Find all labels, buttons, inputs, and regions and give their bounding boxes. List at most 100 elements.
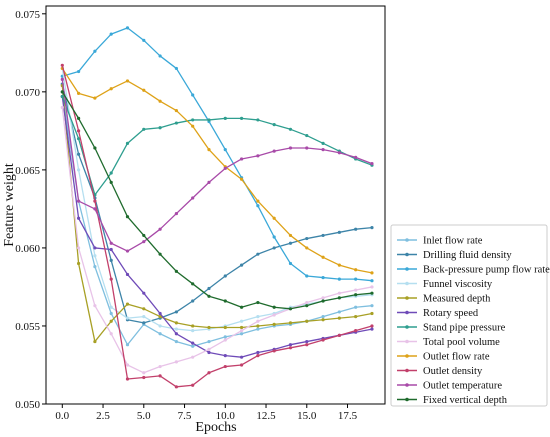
data-point xyxy=(288,307,293,311)
data-point xyxy=(207,325,211,330)
data-point xyxy=(223,274,227,278)
data-point xyxy=(158,54,162,58)
legend-marker xyxy=(405,354,409,358)
data-point xyxy=(207,180,211,184)
data-point xyxy=(321,255,325,259)
series-line xyxy=(61,96,373,358)
data-point xyxy=(321,338,325,342)
legend-marker xyxy=(405,368,409,373)
data-point xyxy=(223,335,227,339)
data-point xyxy=(93,254,97,258)
data-point xyxy=(288,343,293,347)
series-line xyxy=(61,83,373,324)
series-line xyxy=(61,107,373,374)
x-tick-label: 15.0 xyxy=(297,410,317,422)
data-point xyxy=(272,235,276,239)
data-point xyxy=(288,233,293,238)
data-point xyxy=(223,299,227,303)
data-point xyxy=(305,146,309,150)
data-point xyxy=(142,371,146,375)
data-point xyxy=(337,333,341,337)
data-point xyxy=(239,325,244,330)
data-point xyxy=(174,385,178,389)
data-point xyxy=(239,305,244,309)
series-line xyxy=(61,85,373,343)
x-tick-label: 10.0 xyxy=(216,410,236,422)
data-point xyxy=(370,327,374,331)
data-point xyxy=(174,339,178,344)
data-point xyxy=(125,302,130,306)
data-point xyxy=(256,204,260,208)
data-point xyxy=(109,277,113,281)
legend-label: Total pool volume xyxy=(423,337,500,348)
y-tick-label: 0.065 xyxy=(15,165,40,177)
data-point xyxy=(207,294,211,298)
data-point xyxy=(305,300,309,305)
data-point xyxy=(337,316,341,320)
data-point xyxy=(337,296,341,300)
data-point xyxy=(93,199,97,203)
data-point xyxy=(109,311,113,316)
data-point xyxy=(76,168,81,172)
data-point xyxy=(305,339,309,344)
series-group xyxy=(60,63,374,389)
data-point xyxy=(288,127,293,131)
x-tick-label: 17.5 xyxy=(338,410,358,422)
data-point xyxy=(223,364,227,369)
legend-label: Rotary speed xyxy=(423,308,479,319)
data-point xyxy=(321,141,325,145)
data-point xyxy=(142,240,146,244)
data-point xyxy=(125,377,130,381)
data-point xyxy=(109,32,113,36)
data-point xyxy=(256,314,260,319)
x-tick-label: 7.5 xyxy=(178,410,192,422)
data-point xyxy=(272,349,276,353)
data-point xyxy=(354,329,358,333)
x-tick-label: 5.0 xyxy=(137,410,151,422)
data-point xyxy=(256,300,260,305)
data-point xyxy=(76,152,81,156)
data-point xyxy=(354,314,358,319)
x-tick-label: 0.0 xyxy=(55,410,69,422)
data-point xyxy=(174,211,178,216)
data-point xyxy=(354,277,358,281)
plot-lines xyxy=(60,26,374,389)
data-point xyxy=(109,332,113,336)
data-point xyxy=(207,118,211,122)
data-point xyxy=(370,285,374,289)
data-point xyxy=(354,288,358,292)
data-point xyxy=(191,341,195,345)
y-tick-label: 0.050 xyxy=(15,399,40,411)
data-point xyxy=(174,310,178,314)
data-point xyxy=(76,216,81,220)
series-group xyxy=(60,82,374,325)
data-point xyxy=(207,371,211,375)
data-point xyxy=(223,325,227,330)
data-point xyxy=(256,118,260,122)
y-tick-label: 0.070 xyxy=(15,87,40,99)
data-point xyxy=(76,69,81,74)
legend-label: Funnel viscosity xyxy=(423,279,493,290)
data-point xyxy=(239,319,244,323)
data-point xyxy=(60,77,64,81)
data-point xyxy=(239,157,244,161)
data-point xyxy=(256,199,260,203)
data-point xyxy=(174,321,178,325)
data-point xyxy=(321,233,325,238)
data-point xyxy=(174,108,178,113)
data-point xyxy=(158,332,162,336)
data-point xyxy=(288,321,293,325)
data-point xyxy=(109,319,113,323)
data-point xyxy=(191,282,195,286)
data-point xyxy=(76,137,81,141)
data-point xyxy=(93,207,97,211)
legend-label: Fixed vertical depth xyxy=(423,395,508,406)
data-point xyxy=(191,383,195,387)
data-point xyxy=(142,307,146,311)
data-point xyxy=(288,346,293,350)
series-line xyxy=(61,79,373,252)
data-point xyxy=(191,355,195,359)
data-point xyxy=(223,166,227,170)
data-point xyxy=(321,318,325,322)
data-point xyxy=(223,116,227,120)
